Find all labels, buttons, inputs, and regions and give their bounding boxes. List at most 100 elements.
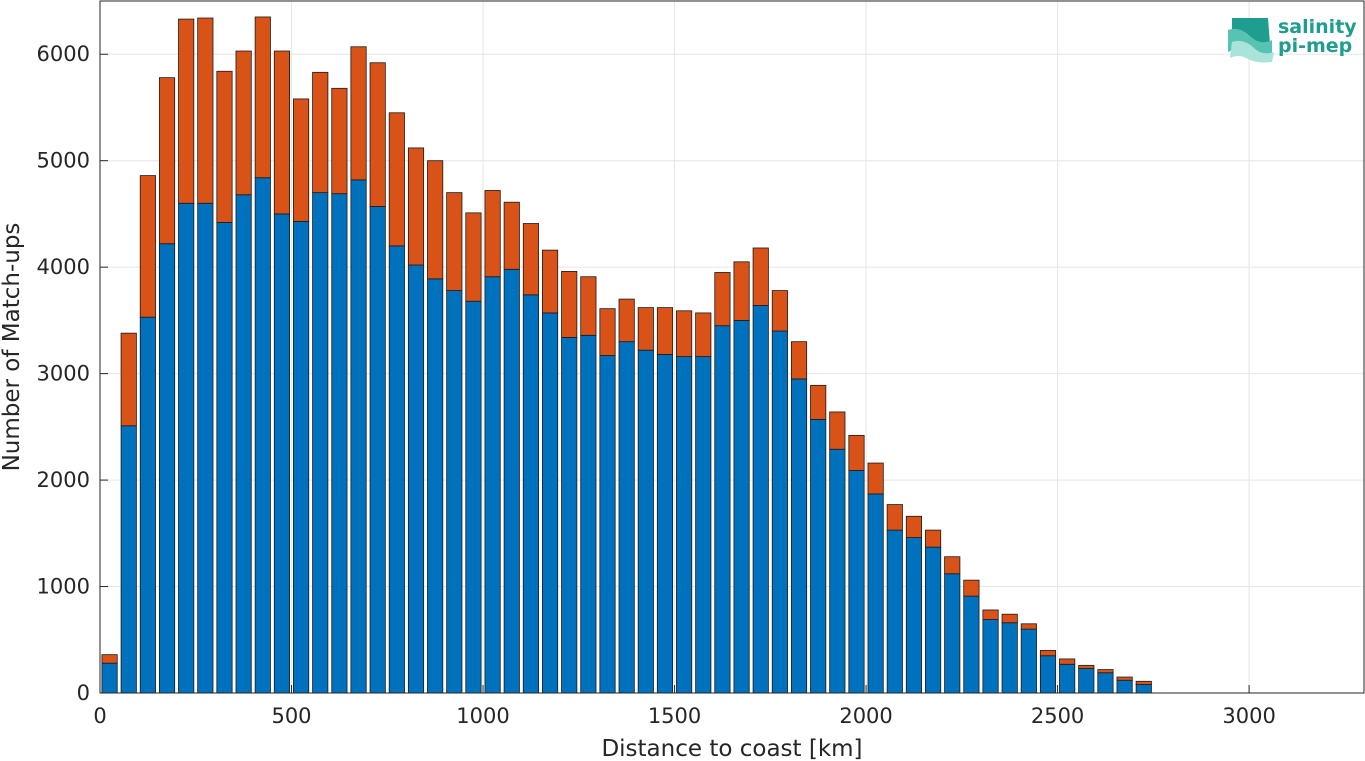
bar-segment-series-0: [139, 316, 156, 694]
bar-segment-series-1: [561, 271, 578, 338]
bar-segment-series-1: [273, 50, 290, 215]
bar-segment-series-1: [178, 18, 195, 204]
bar-segment-series-0: [848, 470, 865, 694]
x-axis: 0 500 1000 1500 2000 2500 3000: [93, 685, 1276, 728]
salinity-pimep-logo: salinity pi-mep: [1228, 16, 1357, 63]
bar-segment-series-0: [829, 448, 846, 694]
bar-segment-series-0: [427, 278, 444, 694]
bar-segment-series-0: [369, 206, 386, 694]
bar-segment-series-1: [369, 62, 386, 207]
bar-segment-series-1: [963, 579, 980, 597]
bar-segment-series-1: [676, 310, 693, 357]
bar-segment-series-0: [407, 264, 425, 694]
bar-segment-series-1: [1116, 676, 1133, 681]
bar-segment-series-0: [484, 276, 501, 694]
bar-segment-series-0: [771, 330, 788, 694]
bar-segment-series-0: [446, 290, 463, 694]
bar-segment-series-0: [561, 337, 578, 694]
bar-segment-series-1: [427, 160, 444, 280]
bar-segment-series-0: [120, 425, 137, 694]
bar-segment-series-1: [714, 272, 731, 327]
bar-segment-series-1: [618, 298, 635, 343]
bar-segment-series-0: [1020, 628, 1037, 694]
bar-segment-series-1: [829, 411, 846, 450]
bar-segment-series-0: [944, 573, 961, 694]
bar-segment-series-1: [407, 147, 425, 266]
bar-segment-series-1: [733, 261, 750, 321]
y-axis: 0 1000 2000 3000 4000 5000 6000: [37, 42, 108, 705]
logo-line1: salinity: [1278, 16, 1357, 38]
bar-segment-series-1: [235, 50, 252, 196]
bar-segment-series-0: [637, 349, 654, 694]
bar-segment-series-0: [293, 220, 310, 694]
bar-segment-series-0: [982, 619, 999, 694]
x-tick-label: 2000: [839, 704, 892, 728]
bar-segment-series-0: [1001, 622, 1018, 694]
bar-segment-series-1: [1078, 664, 1095, 669]
bar-segment-series-0: [925, 546, 942, 694]
bar-segment-series-0: [1039, 655, 1057, 694]
bar-segment-series-0: [886, 529, 903, 694]
bar-segment-series-1: [254, 16, 271, 179]
bar-segment-series-1: [790, 341, 808, 380]
bar-segment-series-0: [178, 202, 195, 694]
y-tick-label: 1000: [37, 575, 90, 599]
bar-segment-series-1: [771, 290, 788, 332]
bar-segment-series-1: [139, 175, 156, 318]
bar-segment-series-0: [1135, 684, 1152, 694]
bar-segment-series-1: [216, 70, 233, 223]
bar-segment-series-1: [197, 17, 214, 204]
bar-segment-series-1: [120, 332, 137, 427]
bar-segment-series-1: [101, 654, 118, 664]
bar-segment-series-1: [905, 515, 923, 538]
logo-line2: pi-mep: [1278, 35, 1352, 57]
bar-segment-series-1: [388, 112, 405, 247]
bar-segment-series-0: [810, 418, 827, 694]
bar-segment-series-1: [637, 307, 654, 351]
bar-segment-series-1: [1135, 680, 1152, 685]
bar-segment-series-1: [158, 77, 176, 245]
bar-segment-series-1: [695, 312, 712, 357]
bar-segment-series-0: [599, 355, 616, 694]
plot-frame: [99, 0, 1365, 694]
y-tick-label: 0: [77, 681, 90, 705]
bar-segment-series-0: [1097, 672, 1114, 694]
bar-segment-series-1: [1039, 650, 1057, 657]
bar-segment-series-0: [350, 179, 367, 694]
x-tick-label: 0: [93, 704, 106, 728]
bar-segment-series-0: [197, 202, 214, 694]
bar-segment-series-1: [446, 192, 463, 291]
bar-segment-series-0: [695, 356, 712, 694]
bar-segment-series-0: [867, 493, 884, 694]
y-tick-label: 6000: [37, 42, 90, 66]
y-tick-label: 3000: [37, 362, 90, 386]
bar-segment-series-0: [312, 192, 329, 694]
bar-segment-series-0: [235, 194, 252, 694]
bar-segment-series-0: [618, 341, 635, 694]
bar-segment-series-0: [503, 268, 520, 694]
y-tick-label: 2000: [37, 468, 90, 492]
bar-segment-series-0: [905, 537, 923, 694]
bar-segment-series-1: [925, 529, 942, 548]
bar-segment-series-1: [1097, 669, 1114, 674]
bar-segment-series-0: [714, 325, 731, 694]
bar-segment-series-0: [101, 662, 118, 694]
bar-segment-series-0: [790, 378, 808, 694]
x-axis-title: Distance to coast [km]: [601, 736, 862, 761]
x-tick-label: 1500: [648, 704, 701, 728]
bar-segment-series-1: [982, 609, 999, 620]
bar-segment-series-1: [312, 71, 329, 194]
bar-segment-series-0: [273, 213, 290, 694]
plot-background: [100, 1, 1364, 693]
y-axis-title: Number of Match-ups: [0, 223, 25, 472]
bar-segment-series-0: [1116, 679, 1133, 694]
bar-segment-series-1: [1001, 613, 1018, 624]
bar-segment-series-1: [465, 212, 482, 302]
bar-segment-series-1: [752, 247, 769, 306]
bar-segment-series-0: [752, 305, 769, 694]
bar-segment-series-1: [522, 223, 539, 296]
bar-segment-series-1: [484, 190, 501, 278]
bar-segment-series-1: [867, 462, 884, 495]
bar-segment-series-1: [599, 308, 616, 356]
